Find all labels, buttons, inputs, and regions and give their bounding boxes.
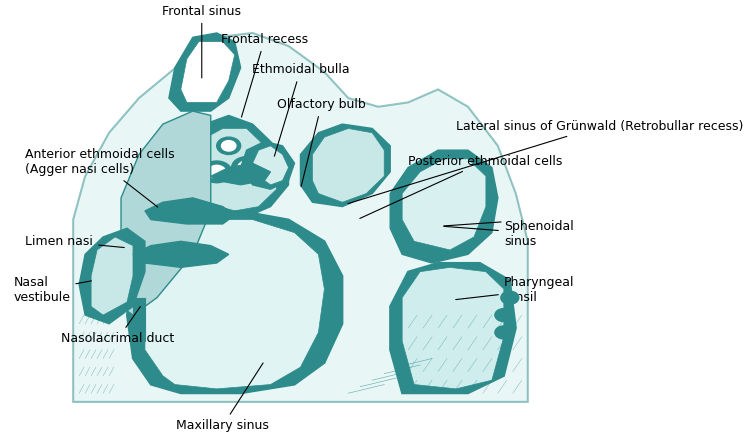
PathPatch shape <box>300 124 390 207</box>
PathPatch shape <box>210 163 270 185</box>
PathPatch shape <box>91 237 133 315</box>
PathPatch shape <box>73 33 528 402</box>
Text: Pharyngeal
tonsil: Pharyngeal tonsil <box>455 276 574 304</box>
Text: Maxillary sinus: Maxillary sinus <box>176 363 269 432</box>
PathPatch shape <box>187 128 276 211</box>
PathPatch shape <box>133 298 145 341</box>
PathPatch shape <box>312 128 384 202</box>
Text: Ethmoidal bulla: Ethmoidal bulla <box>252 64 349 156</box>
Text: Limen nasi: Limen nasi <box>25 235 124 248</box>
Circle shape <box>495 326 513 339</box>
Text: Posterior ethmoidal cells: Posterior ethmoidal cells <box>360 155 562 219</box>
PathPatch shape <box>169 33 240 111</box>
Text: Lateral sinus of Grünwald (Retrobullar recess): Lateral sinus of Grünwald (Retrobullar r… <box>348 120 743 204</box>
PathPatch shape <box>79 228 145 324</box>
Text: Anterior ethmoidal cells
(Agger nasi cells): Anterior ethmoidal cells (Agger nasi cel… <box>25 148 175 207</box>
PathPatch shape <box>402 267 504 389</box>
PathPatch shape <box>121 111 210 315</box>
PathPatch shape <box>169 116 288 219</box>
Text: Nasolacrimal duct: Nasolacrimal duct <box>61 307 175 346</box>
Circle shape <box>201 161 231 183</box>
Circle shape <box>216 137 240 155</box>
Circle shape <box>495 309 513 321</box>
Text: Nasal
vestibule: Nasal vestibule <box>13 276 91 304</box>
PathPatch shape <box>240 141 294 189</box>
Circle shape <box>231 157 261 178</box>
PathPatch shape <box>390 263 516 393</box>
PathPatch shape <box>127 211 342 393</box>
Circle shape <box>207 165 225 178</box>
PathPatch shape <box>133 241 228 267</box>
Circle shape <box>237 161 255 174</box>
Text: Frontal sinus: Frontal sinus <box>163 5 241 78</box>
Circle shape <box>501 291 519 304</box>
Circle shape <box>222 141 236 151</box>
PathPatch shape <box>402 159 486 250</box>
PathPatch shape <box>390 150 498 263</box>
PathPatch shape <box>145 219 324 389</box>
PathPatch shape <box>145 198 234 224</box>
PathPatch shape <box>252 146 288 185</box>
PathPatch shape <box>181 42 234 102</box>
Text: Olfactory bulb: Olfactory bulb <box>277 98 366 187</box>
Text: Frontal recess: Frontal recess <box>221 33 308 117</box>
Text: Sphenoidal
sinus: Sphenoidal sinus <box>444 219 574 247</box>
